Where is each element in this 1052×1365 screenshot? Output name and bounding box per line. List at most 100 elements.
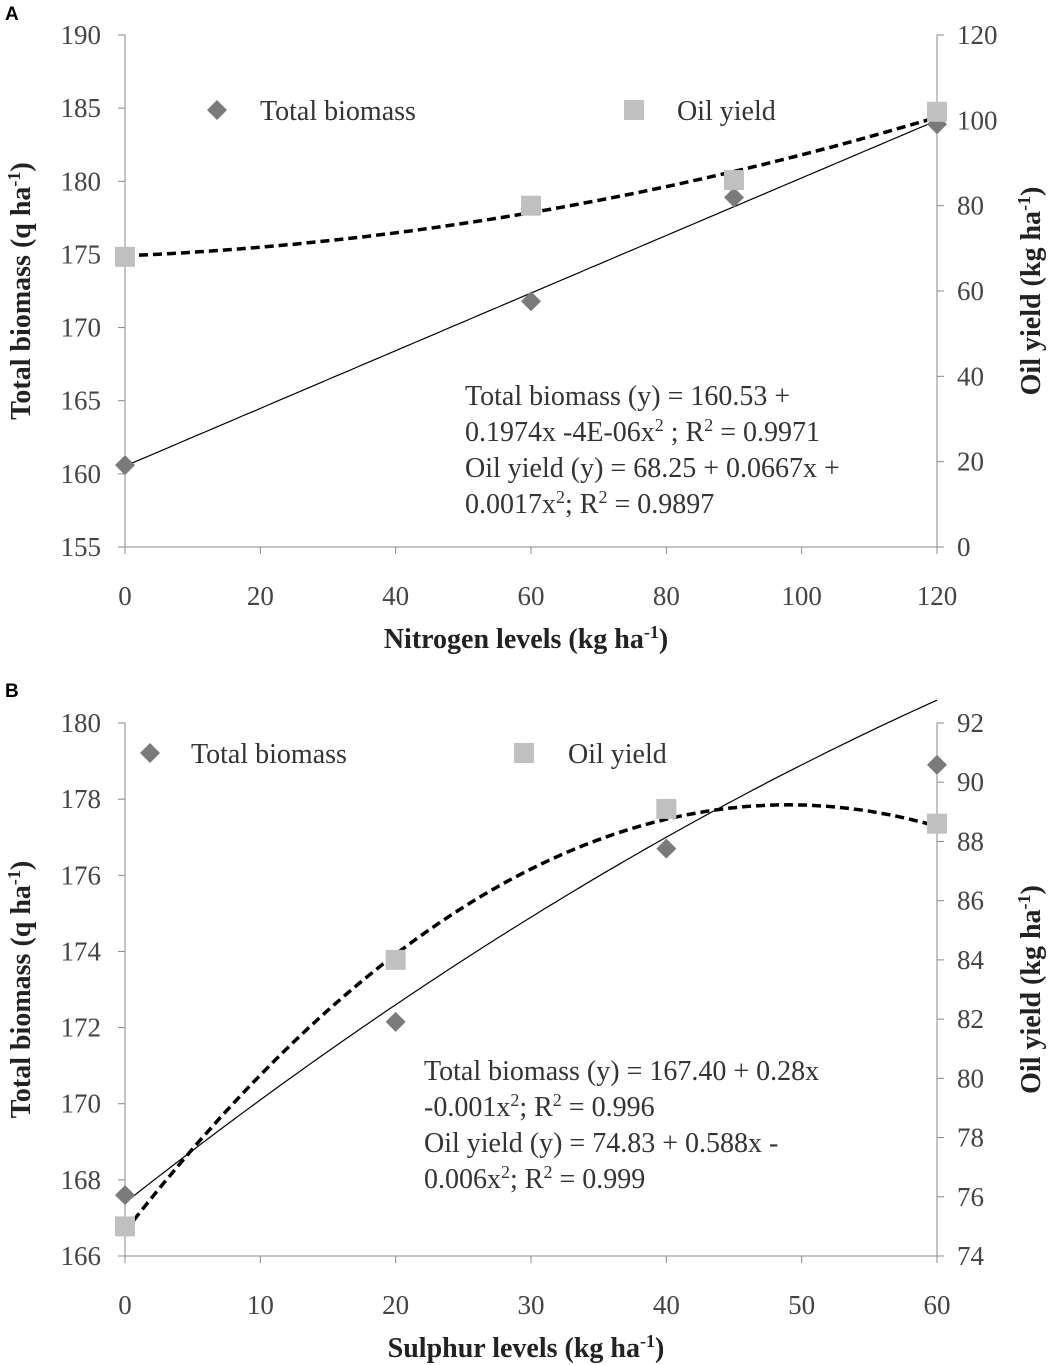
x-axis-title-text: Nitrogen levels (kg ha <box>384 624 644 655</box>
regression-equation-line: Total biomass (y) = 167.40 + 0.28x <box>424 1056 819 1087</box>
equation-text: ; R <box>664 417 705 448</box>
x-tick-label: 50 <box>788 1290 815 1320</box>
oil-yield-point <box>115 246 135 267</box>
y-left-tick-label: 166 <box>61 1241 102 1271</box>
y-axis-right-title: Oil yield (kg ha-1) <box>1014 885 1047 1094</box>
equation-text: = 0.996 <box>562 1092 655 1123</box>
equation-superscript: 2 <box>704 415 713 435</box>
x-tick-label: 30 <box>518 1290 545 1320</box>
panel-label: A <box>5 4 19 25</box>
y-axis-left-title: Total biomass (q ha-1) <box>4 162 37 419</box>
y-axis-left-title-text: ) <box>6 861 37 870</box>
y-left-tick-label: 190 <box>61 20 102 50</box>
x-axis-title-superscript: -1 <box>640 1331 655 1351</box>
y-right-tick-label: 40 <box>957 361 984 391</box>
x-axis-title: Nitrogen levels (kg ha-1) <box>384 622 668 655</box>
y-left-tick-label: 180 <box>61 708 102 738</box>
y-left-tick-label: 160 <box>61 459 102 489</box>
biomass-point <box>115 455 135 476</box>
y-left-tick-label: 170 <box>61 313 102 343</box>
equation-text: -0.001x <box>424 1092 510 1123</box>
x-axis-title-superscript: -1 <box>644 622 659 642</box>
x-tick-label: 20 <box>382 1290 409 1320</box>
x-axis-title-text: ) <box>655 1333 664 1364</box>
y-left-tick-label: 155 <box>61 532 102 562</box>
equation-text: Oil yield (y) = 68.25 + 0.0667x + <box>465 453 840 484</box>
y-axis-right-title-text: ) <box>1016 885 1047 894</box>
y-right-tick-label: 80 <box>957 1063 984 1093</box>
x-tick-label: 80 <box>653 581 680 611</box>
equation-text: = 0.9897 <box>607 489 714 520</box>
regression-equation-line: 0.0017x2; R2 = 0.9897 <box>465 487 714 520</box>
equation-superscript: 2 <box>655 415 664 435</box>
x-tick-label: 0 <box>118 1290 132 1320</box>
y-right-tick-label: 78 <box>957 1123 984 1153</box>
equation-text: Oil yield (y) = 74.83 + 0.588x - <box>424 1128 778 1159</box>
x-tick-label: 100 <box>781 581 822 611</box>
y-left-tick-label: 185 <box>61 93 102 123</box>
y-left-tick-label: 165 <box>61 386 102 416</box>
legend-oil-yield-marker <box>624 100 644 120</box>
equation-text: Total biomass (y) = 160.53 + <box>465 381 790 412</box>
oil-yield-point <box>656 798 677 819</box>
y-axis-left-title-text: Total biomass (q ha <box>6 885 37 1118</box>
equation-superscript: 2 <box>543 1162 552 1182</box>
chart-panel-b: B 0 10 20 30 40 50 60 166 168 170 172 174 176 178 180 74… <box>4 681 1047 1364</box>
y-left-tick-label: 175 <box>61 239 102 269</box>
legend-biomass-label: Total biomass <box>260 96 416 127</box>
x-tick-label: 40 <box>653 1290 680 1320</box>
y-right-tick-label: 88 <box>957 826 984 856</box>
equation-text: 0.1974x -4E-06x <box>465 417 655 448</box>
legend-biomass-marker <box>140 743 160 763</box>
y-axis-left-title-text: Total biomass (q ha <box>6 187 37 420</box>
panel-label: B <box>5 681 19 702</box>
x-axis-title: Sulphur levels (kg ha-1) <box>388 1331 665 1364</box>
regression-equation-line: 0.1974x -4E-06x2 ; R2 = 0.9971 <box>465 415 820 448</box>
equation-superscript: 2 <box>510 1090 519 1110</box>
y-axis-right-title-superscript: -1 <box>1014 894 1034 909</box>
regression-equation-line: -0.001x2; R2 = 0.996 <box>424 1090 655 1123</box>
equation-superscript: 2 <box>556 487 565 507</box>
oil-yield-point <box>724 170 744 191</box>
equation-superscript: 2 <box>553 1090 562 1110</box>
legend-oil-yield-label: Oil yield <box>677 96 776 127</box>
biomass-point <box>521 291 541 312</box>
biomass-point <box>115 1185 135 1206</box>
oil-yield-point <box>927 101 947 122</box>
y-left-tick-label: 172 <box>61 1013 102 1043</box>
y-axis-left-title-superscript: -1 <box>4 870 24 885</box>
biomass-point <box>724 187 744 208</box>
x-tick-label: 0 <box>118 581 132 611</box>
y-right-tick-label: 82 <box>957 1004 984 1034</box>
y-right-tick-label: 84 <box>957 945 985 975</box>
x-tick-label: 60 <box>518 581 545 611</box>
y-left-tick-label: 176 <box>61 860 102 890</box>
y-axis-right-title-text: ) <box>1016 187 1047 196</box>
equation-text: ; R <box>565 489 599 520</box>
equation-text: ; R <box>519 1092 553 1123</box>
legend-oil-yield-label: Oil yield <box>568 739 667 770</box>
x-tick-label: 60 <box>924 1290 951 1320</box>
biomass-point <box>385 1011 406 1032</box>
regression-equation-line: 0.006x2; R2 = 0.999 <box>424 1162 645 1195</box>
x-axis-title-text: ) <box>659 624 668 655</box>
equation-superscript: 2 <box>598 487 607 507</box>
biomass-point <box>656 838 677 859</box>
equation-text: = 0.9971 <box>713 417 820 448</box>
y-axis-left-title-text: ) <box>6 162 37 171</box>
y-axis-right-title: Oil yield (kg ha-1) <box>1014 187 1047 396</box>
equation-text: 0.006x <box>424 1164 501 1195</box>
y-right-tick-label: 0 <box>957 532 971 562</box>
x-tick-label: 40 <box>382 581 409 611</box>
y-left-tick-label: 174 <box>61 936 102 966</box>
x-tick-label: 10 <box>247 1290 274 1320</box>
y-axis-right-title-text: Oil yield (kg ha <box>1016 211 1047 395</box>
equation-text: 0.0017x <box>465 489 556 520</box>
equation-text: ; R <box>510 1164 544 1195</box>
x-axis-title-text: Sulphur levels (kg ha <box>388 1333 640 1364</box>
y-right-tick-label: 100 <box>957 105 998 135</box>
biomass-point <box>927 754 947 775</box>
x-tick-label: 20 <box>247 581 274 611</box>
y-right-tick-label: 80 <box>957 191 984 221</box>
